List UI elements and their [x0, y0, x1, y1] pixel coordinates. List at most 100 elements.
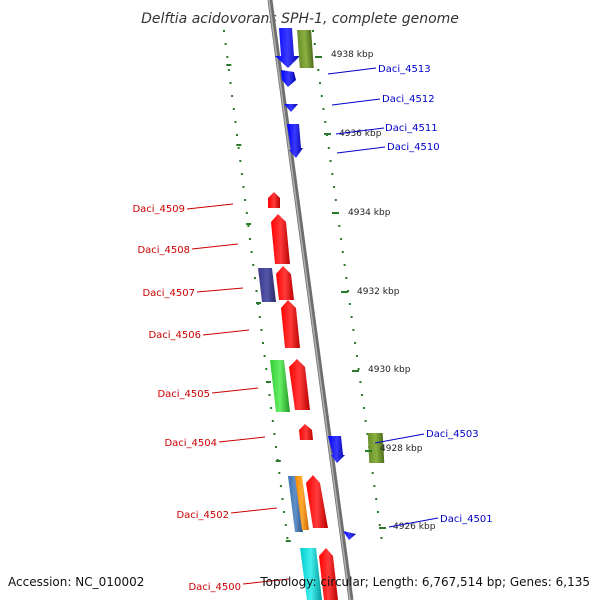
- gene-arrow-forward[interactable]: [343, 531, 356, 540]
- forward-genes: [275, 28, 385, 540]
- label-leader: [242, 578, 290, 585]
- label-leader: [388, 517, 439, 528]
- scale-tick: [242, 186, 245, 188]
- scale-tick: [245, 212, 248, 214]
- scale-tick: [268, 394, 271, 396]
- scale-tick: [271, 420, 274, 422]
- scale-tick: [343, 264, 346, 266]
- gene-arrow-reverse[interactable]: [271, 214, 290, 264]
- scale-tick: [313, 43, 316, 45]
- scale-tick: [285, 540, 291, 542]
- gene-arrow-reverse[interactable]: [306, 475, 328, 528]
- gene-block-orange[interactable]: [295, 476, 309, 530]
- label-leader: [196, 287, 244, 293]
- scale-tick: [231, 95, 234, 97]
- kbp-label: 4932 kbp: [357, 287, 400, 297]
- scale-tick: [239, 160, 242, 162]
- gene-arrow-forward[interactable]: [281, 70, 296, 87]
- gene-label-daci-4510[interactable]: Daci_4510: [387, 142, 440, 153]
- scale-tick: [240, 173, 243, 175]
- scale-tick: [357, 368, 360, 370]
- scale-tick: [265, 368, 268, 370]
- scale-tick: [279, 485, 282, 487]
- scale-tick: [319, 82, 321, 84]
- scale-tick: [253, 277, 256, 279]
- gene-label-daci-4509[interactable]: Daci_4509: [132, 204, 185, 215]
- gene-label-daci-4500[interactable]: Daci_4500: [188, 582, 241, 593]
- gene-arrow-forward[interactable]: [284, 104, 298, 112]
- gene-block-olive[interactable]: [297, 30, 314, 68]
- scale-tick: [226, 56, 229, 58]
- scale-tick: [284, 524, 287, 526]
- scale-tick: [281, 498, 284, 500]
- scale-tick: [273, 433, 276, 435]
- scale-tick: [227, 69, 230, 71]
- scale-ticks: [223, 30, 383, 542]
- scale-tick: [375, 498, 378, 500]
- topology-text: Topology: circular; Length: 6,767,514 bp…: [259, 575, 590, 589]
- label-leader: [218, 436, 266, 443]
- kbp-scale: 4938 kbp 4936 kbp 4934 kbp 4932 kbp 4930…: [315, 50, 436, 532]
- scale-tick: [258, 316, 261, 318]
- scale-tick: [224, 43, 227, 45]
- scale-tick: [275, 460, 281, 462]
- scale-tick: [236, 134, 238, 136]
- gene-label-daci-4502[interactable]: Daci_4502: [176, 510, 229, 521]
- scale-tick: [373, 485, 376, 487]
- label-leader: [191, 243, 239, 250]
- gene-arrow-reverse[interactable]: [276, 266, 294, 300]
- label-leader: [230, 507, 278, 514]
- scale-tick: [322, 108, 325, 110]
- gene-label-daci-4513[interactable]: Daci_4513: [378, 64, 431, 75]
- gene-label-daci-4512[interactable]: Daci_4512: [382, 94, 435, 105]
- label-leader: [336, 146, 386, 154]
- gene-label-daci-4511[interactable]: Daci_4511: [385, 123, 438, 134]
- gene-label-daci-4504[interactable]: Daci_4504: [164, 438, 217, 449]
- scale-tick: [244, 199, 247, 201]
- gene-arrow-reverse[interactable]: [268, 192, 280, 208]
- scale-tick: [350, 316, 353, 318]
- backbone-highlight: [268, 0, 351, 600]
- scale-tick: [361, 394, 364, 396]
- gene-arrow-reverse[interactable]: [319, 548, 338, 600]
- gene-label-daci-4507[interactable]: Daci_4507: [142, 288, 195, 299]
- gene-label-daci-4503[interactable]: Daci_4503: [426, 429, 479, 440]
- scale-tick: [246, 223, 252, 225]
- scale-tick: [278, 472, 281, 474]
- scale-tick: [345, 277, 348, 279]
- scale-tick: [380, 537, 383, 539]
- gene-arrow-reverse[interactable]: [289, 359, 310, 410]
- scale-tick: [341, 251, 344, 253]
- gene-block-navy[interactable]: [258, 268, 276, 302]
- scale-tick: [256, 302, 261, 304]
- kbp-label: 4930 kbp: [368, 365, 411, 375]
- scale-tick: [226, 64, 232, 66]
- scale-tick: [362, 407, 365, 409]
- scale-tick: [263, 355, 266, 357]
- scale-tick: [352, 329, 355, 331]
- label-leader: [186, 203, 234, 210]
- gene-arrow-reverse[interactable]: [299, 424, 313, 440]
- gene-block-steel[interactable]: [288, 476, 303, 532]
- scale-tick: [338, 225, 341, 227]
- gene-label-daci-4508[interactable]: Daci_4508: [137, 245, 190, 256]
- gene-block-olive[interactable]: [367, 433, 385, 463]
- kbp-label: 4934 kbp: [348, 208, 391, 218]
- gene-arrow-forward[interactable]: [328, 436, 345, 463]
- scale-tick: [252, 264, 255, 266]
- gene-arrow-forward[interactable]: [275, 28, 300, 68]
- gene-label-daci-4505[interactable]: Daci_4505: [157, 389, 210, 400]
- gene-label-daci-4501[interactable]: Daci_4501: [440, 514, 493, 525]
- gene-arrow-reverse[interactable]: [281, 300, 300, 348]
- scale-tick: [376, 511, 379, 513]
- gene-block-green[interactable]: [270, 360, 290, 412]
- gene-arrow-forward[interactable]: [287, 124, 303, 158]
- gene-block-cyan[interactable]: [300, 548, 322, 600]
- gene-label-daci-4506[interactable]: Daci_4506: [148, 330, 201, 341]
- scale-tick: [317, 69, 320, 71]
- scale-tick: [327, 147, 330, 149]
- scale-tick: [320, 95, 323, 97]
- kbp-label: 4938 kbp: [331, 50, 374, 60]
- genome-backbone: [267, 0, 354, 600]
